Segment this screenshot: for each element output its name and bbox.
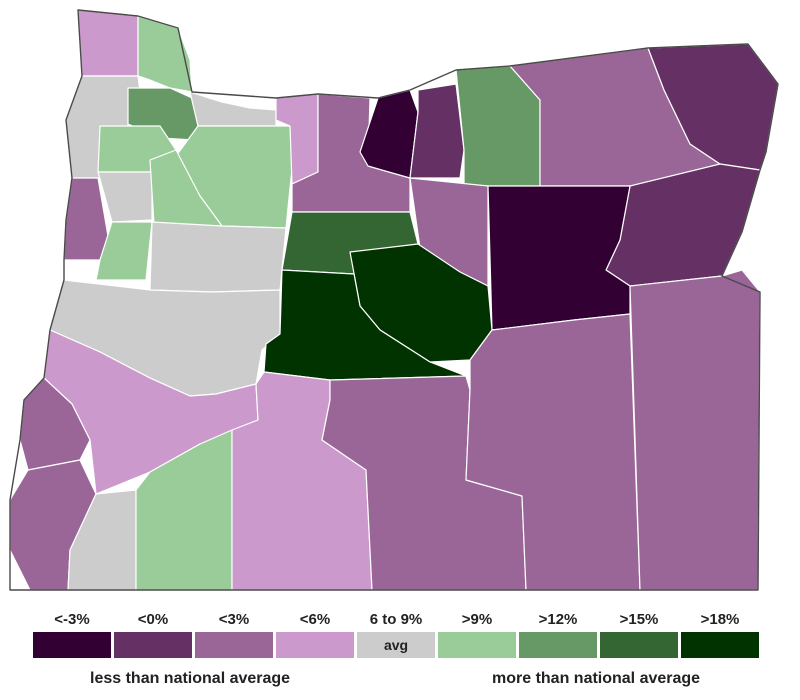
legend-note-below-average: less than national average [90,670,291,687]
county-columbia [137,15,193,93]
oregon-county-map [9,9,779,591]
legend-label-gt-15: >15% [619,611,659,628]
county-benton [95,221,153,281]
legend-label-gt-18: >18% [700,611,740,628]
legend-swatch-gt-9 [438,632,516,658]
legend-label-gt-12: >12% [538,611,578,628]
county-polk [97,171,153,223]
county-malheur [629,269,761,591]
legend-swatch-lt-neg3 [33,632,111,658]
legend-swatch-lt-0 [114,632,192,658]
legend-label-lt-neg3: <-3% [54,611,90,628]
legend-swatch-gt-15 [600,632,678,658]
legend-swatch-gt-18 [681,632,759,658]
legend-label-lt-0: <0% [137,611,169,628]
county-gilliam [409,83,465,179]
legend-avg-text: avg [383,637,409,653]
legend-swatch-lt-3 [195,632,273,658]
legend-swatch-avg: avg [357,632,435,658]
county-linn [149,221,287,293]
legend-label-gt-9: >9% [461,611,493,628]
legend-label-lt-6: <6% [299,611,331,628]
legend-swatch-gt-12 [519,632,597,658]
legend-swatch-lt-6 [276,632,354,658]
legend-note-above-average: more than national average [492,670,701,687]
county-grant [487,185,631,331]
legend-label-lt-3: <3% [218,611,250,628]
legend-label-avg: 6 to 9% [369,611,423,628]
county-clatsop [77,9,139,77]
state-border [9,9,779,591]
